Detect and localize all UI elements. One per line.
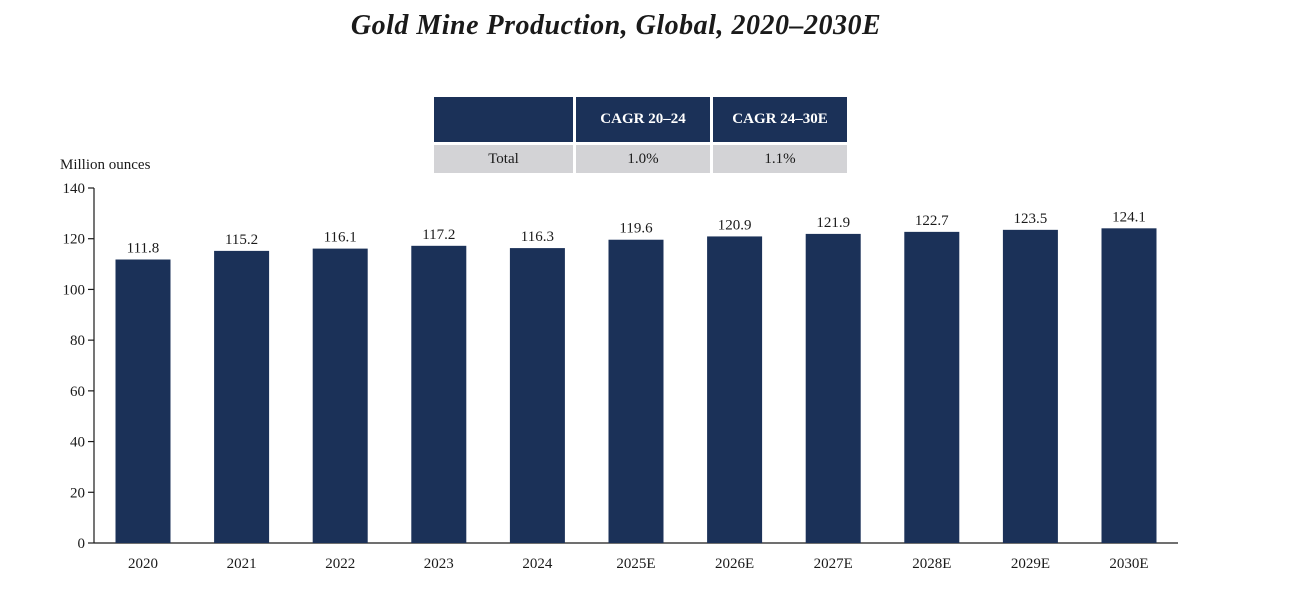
bar [1002, 229, 1058, 543]
y-tick-label: 80 [70, 333, 85, 349]
y-tick-label: 60 [70, 384, 85, 400]
chart-title: Gold Mine Production, Global, 2020–2030E [350, 10, 882, 41]
x-tick-label: 2027E [814, 556, 853, 572]
x-tick-label: 2025E [616, 556, 655, 572]
bar-value-label: 117.2 [422, 227, 455, 243]
bar-value-label: 124.1 [1112, 209, 1146, 225]
bar-value-label: 116.3 [521, 229, 554, 245]
cagr-value-20-24: 1.0% [576, 145, 710, 173]
x-tick-label: 2020 [128, 556, 158, 572]
bar-value-label: 121.9 [816, 215, 850, 231]
x-tick-label: 2030E [1109, 556, 1148, 572]
x-tick-label: 2024 [522, 556, 553, 572]
cagr-value-24-30e: 1.1% [713, 145, 847, 173]
bar-value-label: 123.5 [1014, 211, 1048, 227]
bar-value-label: 115.2 [225, 232, 258, 248]
y-tick-label: 120 [63, 232, 86, 248]
bar-value-label: 111.8 [127, 241, 160, 257]
bar [115, 259, 171, 543]
y-tick-label: 140 [63, 181, 86, 197]
bar-value-label: 122.7 [915, 213, 949, 229]
bar [608, 239, 664, 543]
bar [312, 248, 368, 543]
cagr-header-24-30e: CAGR 24–30E [713, 97, 847, 142]
bar-value-label: 120.9 [718, 217, 752, 233]
bar [214, 250, 270, 543]
x-tick-label: 2026E [715, 556, 754, 572]
x-tick-label: 2021 [227, 556, 257, 572]
bar-value-label: 116.1 [324, 230, 357, 246]
cagr-value-row: Total 1.0% 1.1% [434, 145, 847, 173]
cagr-header-row: CAGR 20–24 CAGR 24–30E [434, 97, 847, 142]
bar-value-label: 119.6 [619, 221, 653, 237]
x-tick-label: 2028E [912, 556, 951, 572]
y-tick-label: 0 [78, 536, 86, 552]
y-tick-label: 20 [70, 485, 85, 501]
x-tick-label: 2023 [424, 556, 454, 572]
x-tick-label: 2029E [1011, 556, 1050, 572]
y-axis-unit-label: Million ounces [60, 157, 151, 173]
bar [805, 233, 861, 543]
cagr-row-label: Total [434, 145, 573, 173]
bar [411, 245, 467, 544]
x-tick-label: 2022 [325, 556, 355, 572]
bar [509, 248, 565, 543]
cagr-header-blank [434, 97, 573, 142]
cagr-header-20-24: CAGR 20–24 [576, 97, 710, 142]
bar [1101, 228, 1157, 543]
bar [904, 231, 960, 543]
bar [707, 236, 763, 544]
y-tick-label: 40 [70, 435, 85, 451]
y-tick-label: 100 [63, 282, 86, 298]
cagr-table: CAGR 20–24 CAGR 24–30E Total 1.0% 1.1% [431, 94, 850, 176]
